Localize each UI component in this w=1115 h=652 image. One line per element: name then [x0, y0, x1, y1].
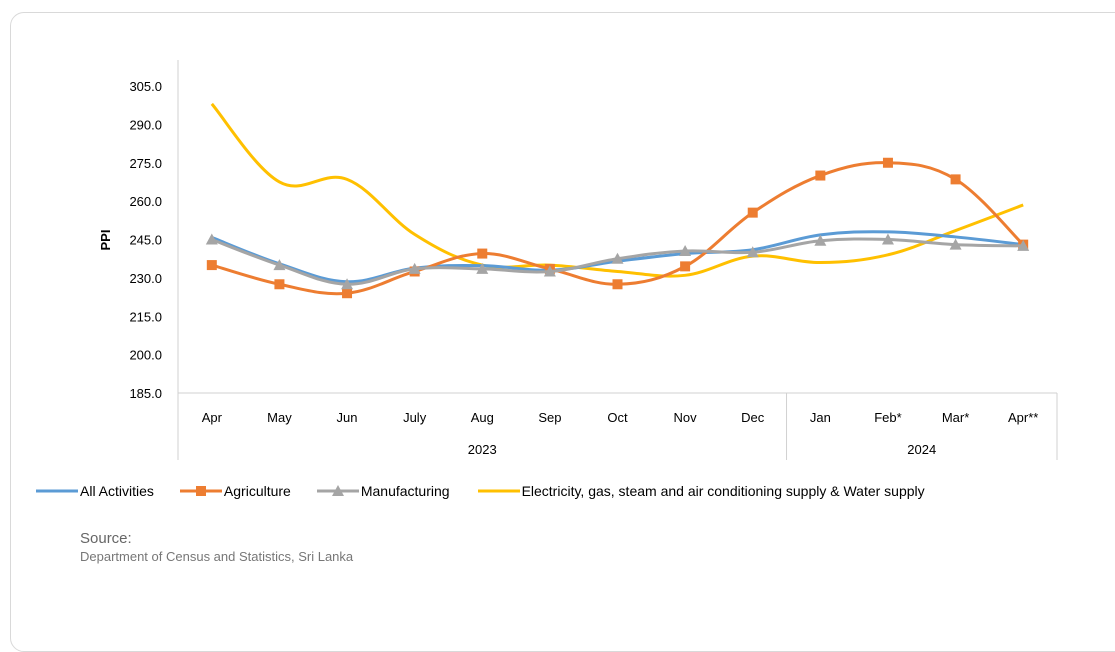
data-point [477, 248, 488, 259]
legend-swatch [179, 486, 222, 496]
y-tick-label: 215.0 [129, 309, 162, 324]
legend-swatch [477, 489, 520, 493]
source-note: Source: Department of Census and Statist… [80, 530, 353, 564]
series-manufacturing [205, 233, 1030, 290]
data-point [882, 157, 893, 168]
chart-card [10, 12, 1115, 652]
data-point [205, 233, 218, 245]
x-tick-label: Dec [741, 410, 765, 425]
data-point [815, 170, 826, 181]
data-point [612, 279, 623, 290]
y-tick-label: 305.0 [129, 79, 162, 94]
data-point [747, 207, 758, 218]
data-point [881, 233, 894, 245]
legend-label: Manufacturing [360, 483, 450, 499]
x-tick-label: Feb* [874, 410, 901, 425]
legend-swatch [36, 489, 78, 493]
data-point [950, 174, 961, 185]
y-tick-label: 185.0 [129, 386, 162, 401]
data-point [206, 260, 217, 271]
y-tick-label: 200.0 [129, 348, 162, 363]
legend-swatch [316, 485, 359, 496]
data-point [1017, 239, 1030, 251]
y-tick-label: 245.0 [129, 233, 162, 248]
series-line [210, 102, 1024, 278]
series-layer [205, 102, 1030, 299]
x-tick-label: Apr [202, 410, 223, 425]
x-tick-label: Jun [337, 410, 358, 425]
data-point [476, 262, 489, 274]
series-line [211, 161, 1025, 296]
legend-label: All Activities [80, 483, 154, 499]
legend-item: Agriculture [178, 483, 291, 499]
x-tick-label: Oct [607, 410, 628, 425]
x-tick-label: Sep [538, 410, 561, 425]
legend-item: Manufacturing [315, 483, 450, 499]
y-tick-label: 275.0 [129, 156, 162, 171]
data-point [342, 288, 353, 299]
x-tick-label: Apr** [1008, 410, 1038, 425]
y-tick-label: 260.0 [129, 194, 162, 209]
x-group-label: 2024 [907, 442, 936, 457]
legend: All Activities Agriculture Manufacturing El… [34, 481, 925, 501]
legend-item: All Activities [34, 483, 154, 499]
legend-label: Agriculture [223, 483, 291, 499]
data-point [746, 246, 759, 258]
legend-item: Electricity, gas, steam and air conditio… [476, 483, 925, 499]
series-electricity-gas-steam-an [210, 102, 1024, 278]
line-chart: 305.0 290.0 275.0 260.0 245.0 230.0 215.0 200.0… [98, 60, 1058, 460]
source-title: Source: [80, 530, 132, 547]
data-point [341, 278, 354, 290]
data-point [679, 245, 692, 257]
source-body: Department of Census and Statistics, Sri… [80, 549, 354, 564]
x-tick-label: May [267, 410, 292, 425]
data-point [814, 234, 827, 246]
data-point [273, 259, 286, 271]
x-tick-label: July [403, 410, 427, 425]
data-point [680, 261, 691, 272]
y-axis-label: PPI [98, 230, 113, 251]
x-group-label: 2023 [468, 442, 497, 457]
axes: 305.0 290.0 275.0 260.0 245.0 230.0 215.0 200.0… [129, 60, 1058, 460]
y-tick-label: 230.0 [129, 271, 162, 286]
data-point [611, 252, 624, 264]
x-tick-label: Aug [471, 410, 494, 425]
data-point [949, 238, 962, 250]
x-tick-label: Jan [810, 410, 831, 425]
data-point [408, 262, 421, 274]
data-point [274, 279, 285, 290]
x-tick-label: Mar* [942, 410, 969, 425]
legend-label: Electricity, gas, steam and air conditio… [521, 483, 925, 499]
x-tick-label: Nov [674, 410, 698, 425]
y-tick-label: 290.0 [129, 117, 162, 132]
data-point [543, 265, 556, 277]
